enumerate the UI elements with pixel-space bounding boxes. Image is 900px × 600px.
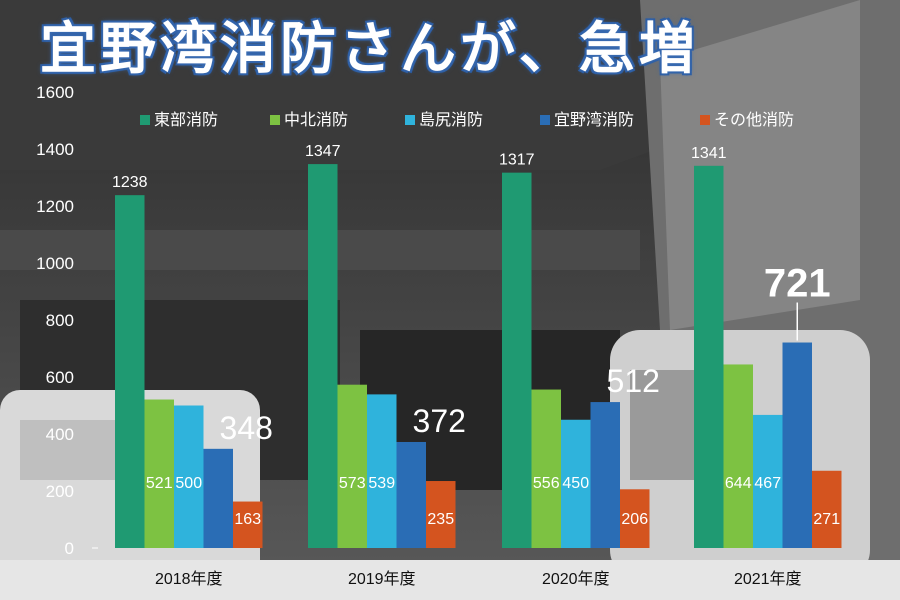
data-label: 235 — [427, 511, 454, 528]
legend-label: 東部消防 — [154, 110, 218, 129]
data-label: 573 — [339, 475, 366, 492]
data-label: 467 — [754, 475, 781, 492]
legend-label: その他消防 — [714, 110, 794, 129]
bar — [590, 402, 620, 548]
legend-swatch — [405, 115, 415, 125]
y-tick-label: 1000 — [36, 254, 74, 273]
bar — [174, 405, 204, 548]
data-label: 1341 — [691, 145, 727, 162]
y-tick-label: 200 — [46, 482, 74, 501]
legend-label: 宜野湾消防 — [554, 110, 634, 129]
bar — [561, 419, 591, 548]
data-label: 372 — [413, 403, 466, 439]
bar — [502, 172, 532, 548]
data-label: 644 — [725, 475, 752, 492]
data-label: 450 — [562, 475, 589, 492]
data-label: 206 — [621, 511, 648, 528]
bar — [115, 195, 145, 549]
y-tick-label: 1200 — [36, 197, 74, 216]
bar — [723, 364, 753, 548]
bar — [144, 399, 174, 548]
y-axis: 0 200 400 600 800 1000 1200 1400 1600 — [36, 83, 74, 558]
page-title: 宜野湾消防さんが、急増 — [40, 17, 699, 82]
x-tick-label: 2021年度 — [734, 570, 802, 588]
bar — [308, 164, 338, 549]
y-tick-label: 1600 — [36, 83, 74, 102]
data-label: 348 — [220, 410, 273, 446]
x-tick-label: 2020年度 — [542, 570, 610, 588]
y-tick-label: 0 — [65, 539, 74, 558]
data-label: 539 — [368, 475, 395, 492]
data-label: 271 — [813, 511, 840, 528]
x-axis: 2018年度 2019年度 2020年度 2021年度 — [155, 570, 802, 588]
bar — [203, 448, 233, 548]
data-label: 512 — [607, 363, 660, 399]
legend-swatch — [270, 115, 280, 125]
y-tick-label: 400 — [46, 425, 74, 444]
legend: 東部消防 中北消防 島尻消防 宜野湾消防 その他消防 — [140, 110, 794, 129]
data-label: 1317 — [499, 152, 535, 169]
bar — [337, 384, 367, 548]
bar — [812, 470, 842, 548]
data-label: 1347 — [305, 143, 341, 160]
bar — [396, 441, 426, 548]
bars — [115, 164, 842, 549]
data-label: 556 — [533, 475, 560, 492]
bar — [367, 394, 397, 548]
y-tick-label: 800 — [46, 311, 74, 330]
bar — [694, 165, 724, 548]
legend-label: 島尻消防 — [419, 110, 483, 129]
data-label: 721 — [764, 262, 831, 306]
bar — [753, 414, 783, 548]
x-tick-label: 2019年度 — [348, 570, 416, 588]
legend-swatch — [700, 115, 710, 125]
x-tick-label: 2018年度 — [155, 570, 223, 588]
data-label: 521 — [146, 475, 173, 492]
legend-swatch — [540, 115, 550, 125]
data-label: 500 — [175, 475, 202, 492]
legend-label: 中北消防 — [284, 110, 348, 129]
data-label: 1238 — [112, 174, 148, 191]
y-tick-label: 1400 — [36, 140, 74, 159]
bar — [531, 389, 561, 548]
data-label: 163 — [234, 511, 261, 528]
bar — [620, 489, 650, 548]
bar — [426, 481, 456, 548]
y-tick-label: 600 — [46, 368, 74, 387]
bar — [782, 342, 812, 548]
bar — [233, 501, 263, 548]
legend-swatch — [140, 115, 150, 125]
